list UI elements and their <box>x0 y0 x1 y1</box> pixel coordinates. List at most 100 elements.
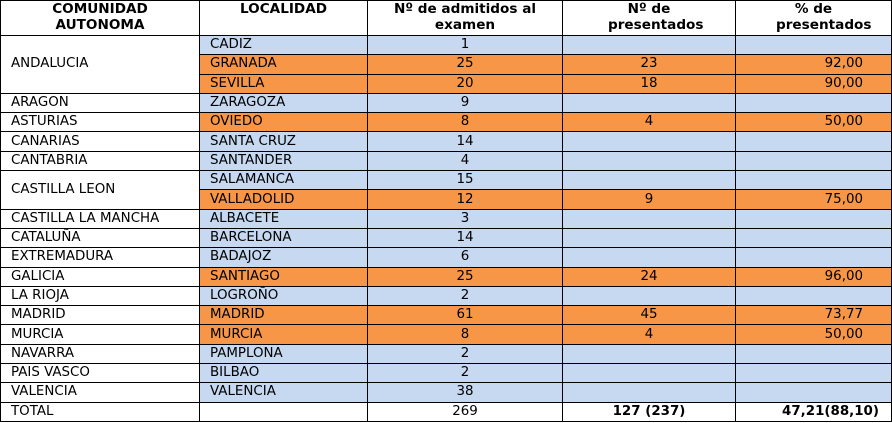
localidad-cell: BARCELONA <box>199 227 368 249</box>
table-row: PAIS VASCO BILBAO 2 <box>0 363 892 384</box>
table-row: VALENCIA VALENCIA 38 <box>0 382 892 403</box>
admitidos-cell: 14 <box>367 227 563 249</box>
porcentaje-cell <box>735 363 892 384</box>
comunidad-cell: CASTILLA LA MANCHA <box>0 208 200 229</box>
porcentaje-cell: 96,00 <box>735 266 892 287</box>
comunidad-cell: CANTABRIA <box>0 150 200 172</box>
admitidos-cell: 25 <box>367 54 563 75</box>
header-row: COMUNIDAD AUTONOMA LOCALIDAD Nº de admit… <box>0 0 892 36</box>
presentados-cell: 18 <box>562 73 736 94</box>
table-row: ANDALUCIA CADIZ 1 <box>0 34 892 94</box>
porcentaje-cell <box>735 131 892 152</box>
admitidos-cell: 14 <box>367 131 563 152</box>
presentados-cell <box>562 343 736 365</box>
admitidos-cell: 3 <box>367 208 563 229</box>
table-row: GRANADA 25 23 92,00 <box>1 54 892 75</box>
table-row: ASTURIAS OVIEDO 8 4 50,00 <box>0 112 892 133</box>
localidad-cell: MURCIA <box>199 324 368 345</box>
comunidad-cell: LA RIOJA <box>0 285 200 307</box>
localidad-cell: CADIZ <box>199 34 368 56</box>
admitidos-cell: 61 <box>367 305 563 326</box>
admitidos-cell: 2 <box>367 363 563 384</box>
total-row: TOTAL 269 127 (237) 47,21(88,10) <box>0 401 892 422</box>
localidad-cell: BILBAO <box>199 363 368 384</box>
comunidad-cell: ANDALUCIA <box>0 35 200 94</box>
porcentaje-cell: 75,00 <box>735 189 892 210</box>
presentados-cell <box>562 92 736 114</box>
comunidad-cell: CATALUÑA <box>0 227 200 249</box>
admitidos-cell: 8 <box>367 112 563 133</box>
total-porcentaje: 47,21(88,10) <box>735 401 892 422</box>
porcentaje-cell <box>735 170 892 191</box>
comunidad-cell: ARAGON <box>0 92 200 114</box>
porcentaje-cell: 50,00 <box>735 112 892 133</box>
localidad-cell: SANTANDER <box>199 150 368 172</box>
presentados-cell <box>562 170 736 191</box>
comunidad-cell: CASTILLA LEON <box>0 170 200 210</box>
comunidad-cell: PAIS VASCO <box>0 363 200 384</box>
localidad-cell: SALAMANCA <box>199 170 368 191</box>
porcentaje-cell <box>735 208 892 229</box>
comunidad-cell: ASTURIAS <box>0 112 200 133</box>
localidad-cell: BADAJOZ <box>199 247 368 268</box>
localidad-cell: LOGROÑO <box>199 285 368 307</box>
localidad-cell: VALENCIA <box>199 382 368 403</box>
comunidad-cell: NAVARRA <box>0 343 200 365</box>
table-row: MADRID MADRID 61 45 73,77 <box>0 305 892 326</box>
porcentaje-cell <box>735 227 892 249</box>
header-porcentaje: % de presentados <box>735 0 892 36</box>
table-row: GALICIA SANTIAGO 25 24 96,00 <box>0 266 892 287</box>
localidad-cell: VALLADOLID <box>199 189 368 210</box>
table-row: LA RIOJA LOGROÑO 2 <box>0 285 892 307</box>
presentados-cell: 23 <box>562 54 736 75</box>
admitidos-cell: 1 <box>367 34 563 56</box>
presentados-cell: 4 <box>562 112 736 133</box>
total-localidad <box>199 401 368 422</box>
presentados-cell <box>562 363 736 384</box>
comunidad-cell: CANARIAS <box>0 131 200 152</box>
header-presentados: Nº de presentados <box>562 0 736 36</box>
presentados-cell: 4 <box>562 324 736 345</box>
admitidos-cell: 20 <box>367 73 563 94</box>
admitidos-cell: 25 <box>367 266 563 287</box>
porcentaje-cell: 73,77 <box>735 305 892 326</box>
porcentaje-cell <box>735 285 892 307</box>
porcentaje-cell <box>735 34 892 56</box>
total-admitidos: 269 <box>367 401 563 422</box>
porcentaje-cell <box>735 92 892 114</box>
table-row: VALLADOLID 12 9 75,00 <box>1 189 892 210</box>
presentados-cell: 24 <box>562 266 736 287</box>
admitidos-cell: 38 <box>367 382 563 403</box>
table-row: CATALUÑA BARCELONA 14 <box>0 227 892 249</box>
admitidos-cell: 9 <box>367 92 563 114</box>
total-presentados: 127 (237) <box>562 401 736 422</box>
comunidad-cell: EXTREMADURA <box>0 247 200 268</box>
localidad-cell: PAMPLONA <box>199 343 368 365</box>
presentados-cell <box>562 285 736 307</box>
porcentaje-cell <box>735 382 892 403</box>
porcentaje-cell <box>735 247 892 268</box>
admitidos-cell: 12 <box>367 189 563 210</box>
localidad-cell: GRANADA <box>199 54 368 75</box>
comunidad-cell: GALICIA <box>0 266 200 287</box>
comunidad-cell: MADRID <box>0 305 200 326</box>
table-row: EXTREMADURA BADAJOZ 6 <box>0 247 892 268</box>
admitidos-cell: 6 <box>367 247 563 268</box>
localidad-cell: ZARAGOZA <box>199 92 368 114</box>
presentados-cell <box>562 227 736 249</box>
comunidad-cell: VALENCIA <box>0 382 200 403</box>
total-label: TOTAL <box>0 401 200 422</box>
presentados-cell <box>562 208 736 229</box>
admitidos-cell: 4 <box>367 150 563 172</box>
localidad-cell: MADRID <box>199 305 368 326</box>
table-row: ARAGON ZARAGOZA 9 <box>0 92 892 114</box>
header-admitidos: Nº de admitidos al examen <box>367 0 563 36</box>
table-row: CASTILLA LEON SALAMANCA 15 <box>0 170 892 210</box>
table-row: CANTABRIA SANTANDER 4 <box>0 150 892 172</box>
porcentaje-cell: 90,00 <box>735 73 892 94</box>
admitidos-cell: 15 <box>367 170 563 191</box>
admitidos-cell: 8 <box>367 324 563 345</box>
admitidos-cell: 2 <box>367 285 563 307</box>
presentados-cell: 9 <box>562 189 736 210</box>
